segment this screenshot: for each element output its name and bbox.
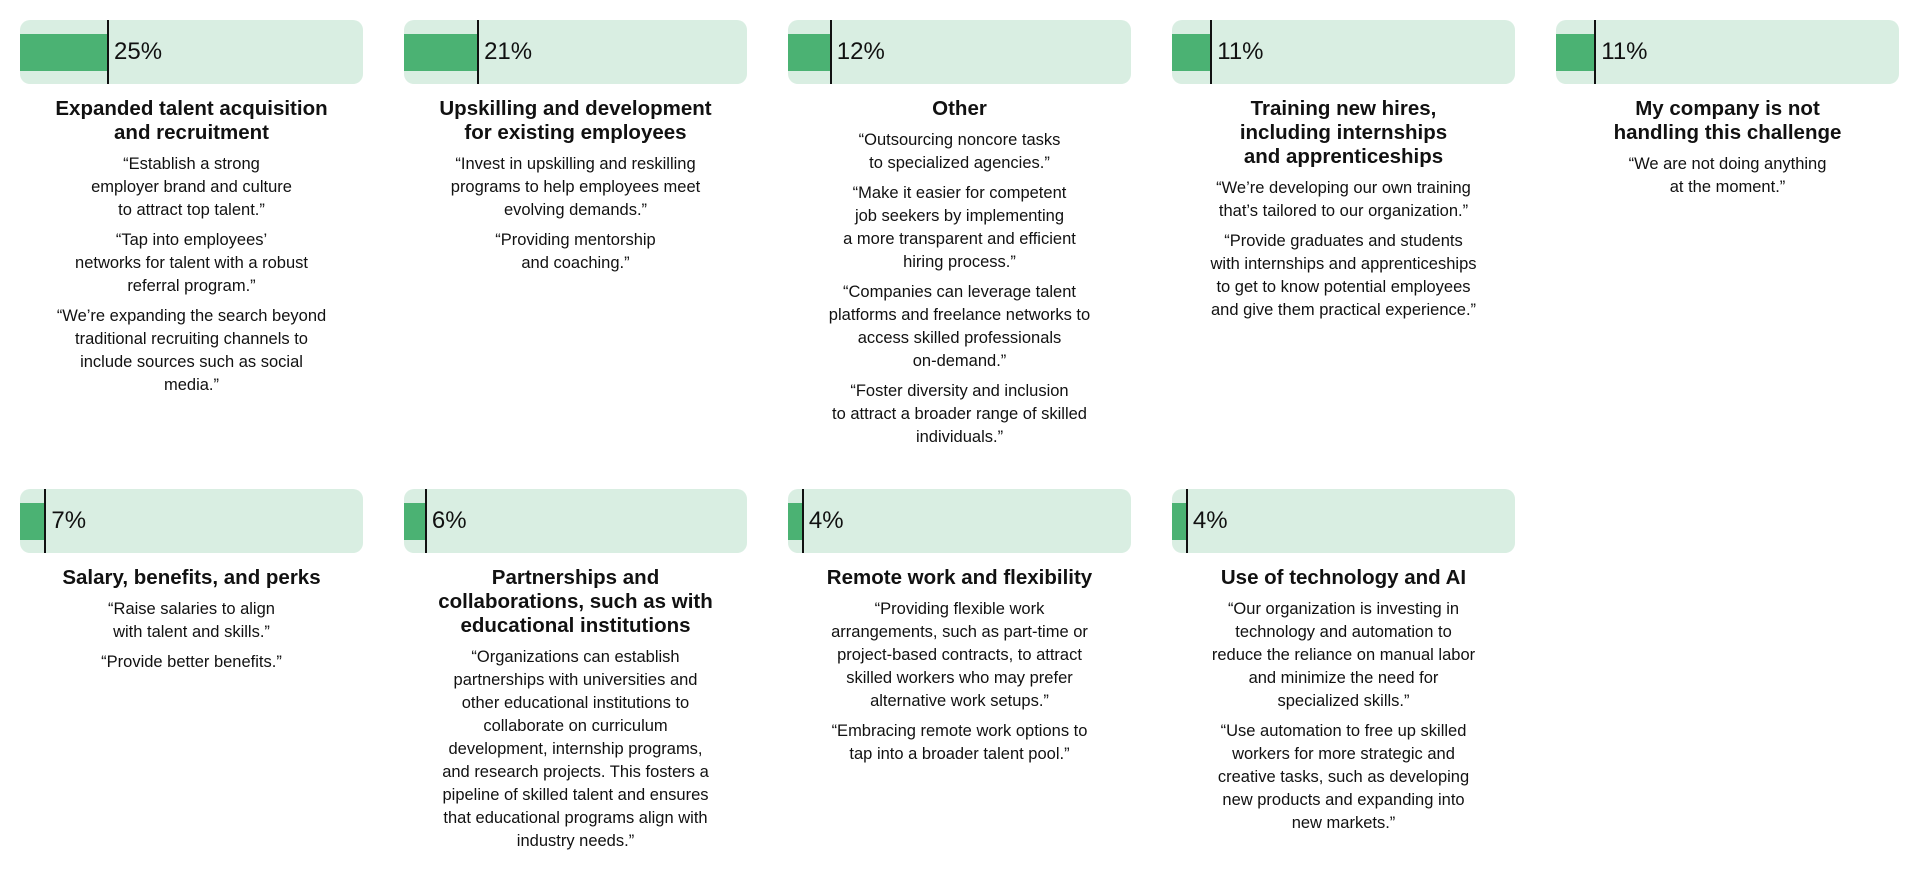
quote-list: “Providing flexible work arrangements, s…: [788, 598, 1131, 766]
category-card: 11% My company is not handling this chal…: [1556, 20, 1899, 206]
percent-label: 6%: [431, 507, 467, 534]
quote-list: “Organizations can establish partnership…: [404, 646, 747, 853]
quote: “Organizations can establish partnership…: [442, 648, 709, 850]
quote: “We’re expanding the search beyond tradi…: [56, 307, 327, 394]
category-card: 12% Other “Outsourcing noncore tasks to …: [788, 20, 1131, 456]
category-card: 7% Salary, benefits, and perks “Raise sa…: [20, 489, 363, 681]
quote: “We’re developing our own training that’…: [1216, 179, 1471, 220]
bar-track: 12%: [788, 20, 1131, 84]
bar-fill: [788, 503, 802, 540]
quote-list: “Outsourcing noncore tasks to specialize…: [788, 129, 1131, 449]
bar-fill: [1172, 503, 1186, 540]
category-title: Upskilling and development for existing …: [439, 97, 712, 144]
bar-fill: [1556, 34, 1595, 71]
bar-end-line: [424, 489, 427, 553]
quote: “Use automation to free up skilled worke…: [1217, 722, 1470, 832]
quote: “Make it easier for competent job seeker…: [843, 184, 1076, 271]
bar-end-line: [44, 489, 47, 553]
category-card: 21% Upskilling and development for exist…: [404, 20, 747, 282]
quote: “Tap into employees’ networks for talent…: [75, 231, 308, 295]
quote: “Raise salaries to align with talent and…: [108, 600, 275, 641]
quote-list: “Our organization is investing in techno…: [1172, 598, 1515, 835]
category-title: Use of technology and AI: [1220, 566, 1467, 589]
bar-track: 25%: [20, 20, 363, 84]
bar-end-line: [107, 20, 109, 84]
bar-end-line: [477, 20, 480, 84]
category-title: Remote work and flexibility: [826, 566, 1093, 589]
quote: “Providing mentorship and coaching.”: [495, 231, 656, 272]
quote: “Establish a strong employer brand and c…: [91, 155, 292, 219]
bar-track: 11%: [1172, 20, 1515, 84]
quote: “Invest in upskilling and reskilling pro…: [450, 155, 701, 219]
category-title: My company is not handling this challeng…: [1613, 97, 1842, 144]
quote: “Providing flexible work arrangements, s…: [831, 600, 1088, 710]
quote-list: “Establish a strong employer brand and c…: [20, 153, 363, 397]
bar-fill: [1172, 34, 1211, 71]
category-card: 25% Expanded talent acquisition and recr…: [20, 20, 363, 404]
quote: “Foster diversity and inclusion to attra…: [832, 382, 1087, 446]
bar-track: 7%: [20, 489, 363, 553]
percent-label: 7%: [51, 507, 87, 534]
percent-label: 11%: [1217, 38, 1264, 65]
quote-list: “Raise salaries to align with talent and…: [20, 598, 363, 674]
quote: “We are not doing anything at the moment…: [1628, 155, 1827, 196]
bar-track: 4%: [1172, 489, 1515, 553]
percent-label: 25%: [114, 38, 163, 65]
category-card: 11% Training new hires, including intern…: [1172, 20, 1515, 329]
quote-list: “Invest in upskilling and reskilling pro…: [404, 153, 747, 275]
percent-label: 11%: [1601, 38, 1648, 65]
category-title: Expanded talent acquisition and recruitm…: [55, 97, 328, 144]
quote: “Provide better benefits.”: [101, 653, 282, 671]
category-card: 4% Use of technology and AI “Our organiz…: [1172, 489, 1515, 842]
bar-fill: [788, 34, 830, 71]
quote: “Our organization is investing in techno…: [1211, 600, 1476, 710]
bar-fill: [404, 34, 478, 71]
quote-list: “We’re developing our own training that’…: [1172, 177, 1515, 322]
bar-fill: [404, 503, 425, 540]
category-title: Training new hires, including internship…: [1239, 97, 1448, 168]
category-title: Salary, benefits, and perks: [62, 566, 321, 589]
bar-end-line: [1594, 20, 1597, 84]
quote: “Outsourcing noncore tasks to specialize…: [858, 131, 1061, 172]
percent-label: 21%: [484, 38, 533, 65]
bar-track: 21%: [404, 20, 747, 84]
bar-end-line: [801, 489, 804, 553]
bar-end-line: [1185, 489, 1188, 553]
category-title: Partnerships and collaborations, such as…: [438, 566, 713, 637]
quote: “Provide graduates and students with int…: [1210, 232, 1477, 319]
bar-track: 11%: [1556, 20, 1899, 84]
category-title: Other: [932, 97, 987, 120]
quote-list: “We are not doing anything at the moment…: [1556, 153, 1899, 199]
quote: “Embracing remote work options to tap in…: [831, 722, 1088, 763]
category-card: 6% Partnerships and collaborations, such…: [404, 489, 747, 860]
bar-end-line: [1210, 20, 1213, 84]
quote: “Companies can leverage talent platforms…: [828, 283, 1091, 370]
percent-label: 4%: [808, 507, 844, 534]
bar-fill: [20, 503, 45, 540]
bar-fill: [20, 34, 107, 71]
bar-track: 4%: [788, 489, 1131, 553]
percent-label: 12%: [836, 38, 885, 65]
bar-track: 6%: [404, 489, 747, 553]
percent-label: 4%: [1192, 507, 1228, 534]
bar-end-line: [829, 20, 832, 84]
category-card: 4% Remote work and flexibility “Providin…: [788, 489, 1131, 773]
